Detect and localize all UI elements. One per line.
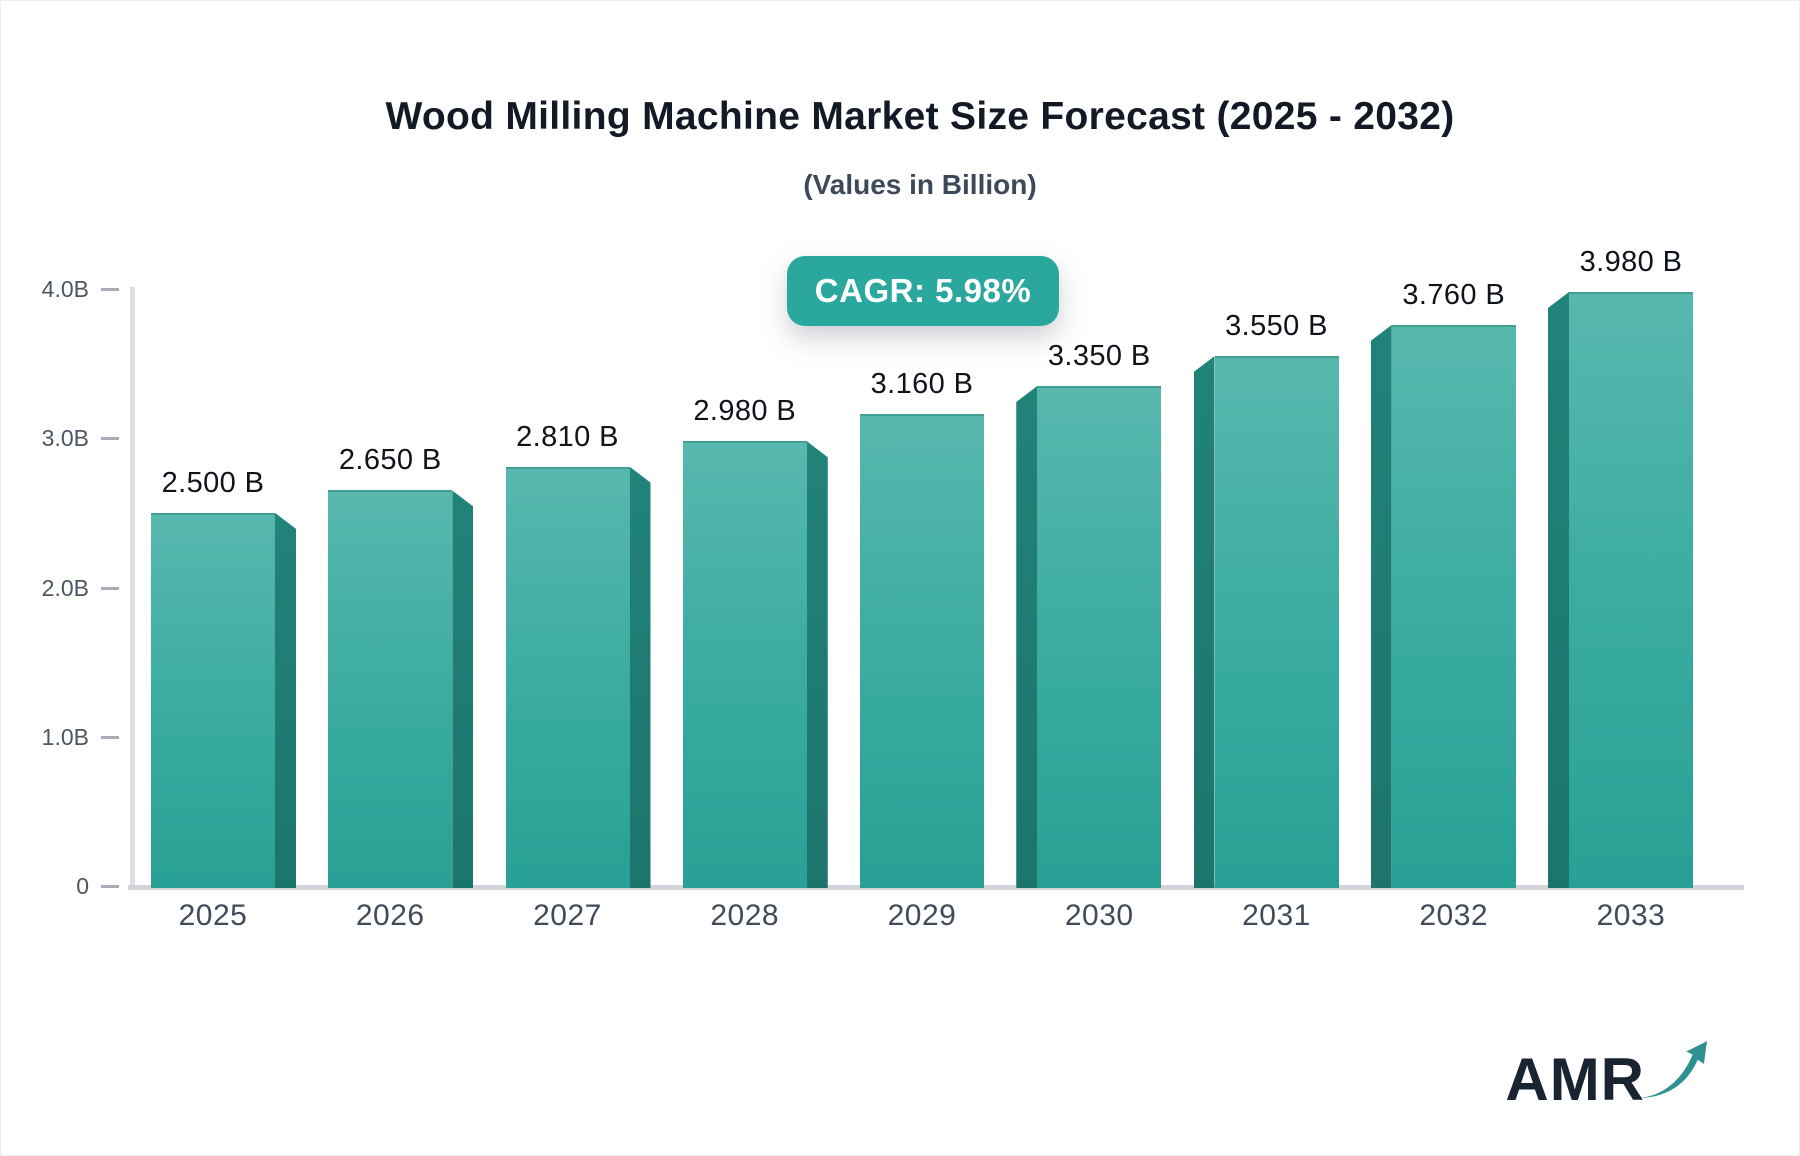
- y-axis-tick: [101, 288, 119, 291]
- bar-value-label: 2.810 B: [516, 420, 619, 453]
- x-axis-label-2027: 2027: [533, 899, 602, 932]
- y-axis-tick-label: 4.0B: [41, 276, 89, 302]
- x-axis-label-2032: 2032: [1419, 899, 1489, 932]
- bar-2031: [1214, 356, 1339, 888]
- y-axis-tick: [101, 885, 119, 888]
- bar-3d-side: [452, 490, 474, 888]
- bar-3d-side: [629, 466, 651, 888]
- bar-2029: [860, 414, 984, 888]
- amr-logo: AMR: [1505, 1038, 1707, 1113]
- y-axis-line: [130, 287, 135, 887]
- cagr-badge-label: CAGR: 5.98%: [814, 272, 1032, 309]
- y-axis-tick-label: 1.0B: [41, 723, 89, 750]
- bar-value-label: 2.980 B: [693, 395, 797, 428]
- chart-subtitle: (Values in Billion): [803, 169, 1037, 200]
- bar-3d-side: [1016, 386, 1038, 888]
- x-axis-label-2029: 2029: [887, 899, 957, 932]
- bar-3d-side: [1548, 291, 1569, 888]
- chart-title: Wood Milling Machine Market Size Forecas…: [385, 95, 1455, 138]
- bar-value-label: 2.500 B: [161, 466, 265, 499]
- bar-2027: [505, 466, 630, 888]
- y-axis-tick: [101, 437, 119, 441]
- y-axis-tick-label: 2.0B: [41, 574, 89, 601]
- x-axis-label-2028: 2028: [710, 899, 780, 932]
- bar-2025: [151, 512, 275, 888]
- bar-value-label: 3.550 B: [1225, 310, 1328, 343]
- bar-2032: [1391, 324, 1516, 888]
- amr-logo-text: AMR: [1505, 1046, 1645, 1113]
- bar-2028: [682, 441, 807, 888]
- bar-3d-side: [806, 441, 828, 888]
- growth-arrow-icon: [1641, 1038, 1707, 1105]
- x-axis-label-2030: 2030: [1064, 899, 1134, 932]
- y-axis-tick: [101, 586, 119, 590]
- bar-value-label: 3.350 B: [1047, 340, 1151, 372]
- x-axis-label-2031: 2031: [1242, 899, 1311, 932]
- x-axis-label-2025: 2025: [178, 899, 248, 932]
- bar-2026: [328, 490, 453, 888]
- bar-3d-side: [275, 512, 296, 888]
- cagr-badge: CAGR: 5.98%: [787, 256, 1059, 326]
- bar-2030: [1037, 386, 1162, 888]
- bar-value-label: 3.980 B: [1579, 245, 1683, 278]
- x-axis-label-2026: 2026: [355, 899, 425, 932]
- x-axis-label-2033: 2033: [1596, 899, 1666, 932]
- bar-2033: [1569, 291, 1693, 888]
- bar-value-label: 2.650 B: [338, 444, 442, 477]
- bar-value-label: 3.160 B: [870, 368, 974, 401]
- bar-3d-side: [1370, 324, 1392, 888]
- bar-value-label: 3.760 B: [1402, 278, 1506, 311]
- y-axis-tick-label: 3.0B: [41, 425, 89, 452]
- y-axis-tick-label: 0: [76, 873, 89, 899]
- y-axis-tick: [101, 735, 119, 739]
- bar-3d-side: [1193, 356, 1215, 888]
